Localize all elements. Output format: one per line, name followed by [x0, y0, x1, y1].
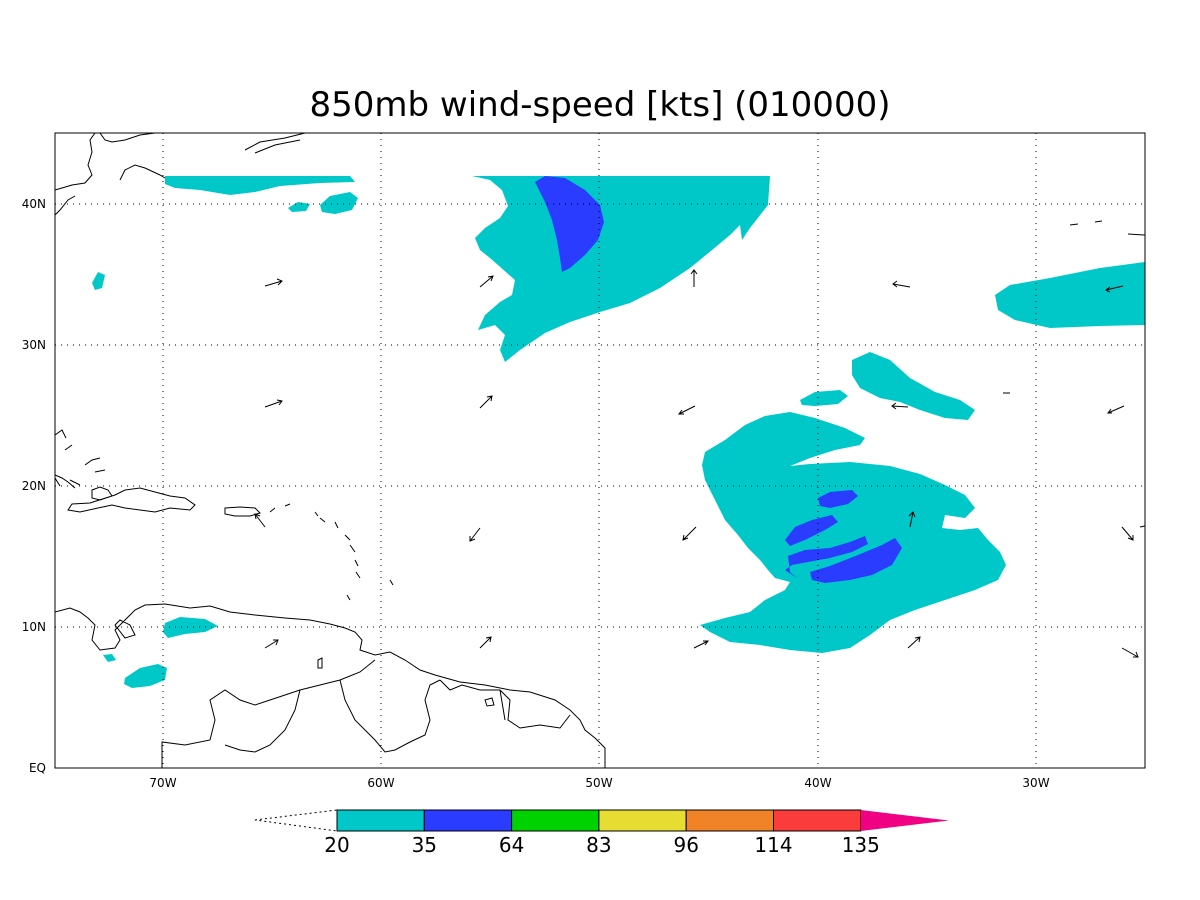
- wind-vectors: [254, 269, 1139, 658]
- wind-arrow: [254, 513, 266, 528]
- shade-blue-eye-4: [810, 538, 902, 583]
- coast-nova-scotia: [244, 133, 306, 154]
- lon-label: 60W: [367, 776, 394, 790]
- lat-label: 40N: [22, 197, 46, 211]
- colorbar-box: [598, 809, 687, 832]
- wind-arrow: [1121, 526, 1134, 541]
- shade-north-west-blob2: [288, 202, 310, 212]
- coast-lesser-antilles: [269, 503, 394, 601]
- wind-arrow: [690, 269, 698, 287]
- shade-west-dot: [92, 272, 105, 290]
- shade-north-west-strip: [165, 176, 355, 195]
- wind-speed-35-64-shading: [535, 176, 902, 583]
- shade-sa-dot: [103, 654, 116, 662]
- wind-arrow: [469, 527, 481, 542]
- lat-label: 30N: [22, 338, 46, 352]
- lon-label: 40W: [804, 776, 831, 790]
- colorbar-box: [511, 809, 600, 832]
- wind-arrow: [907, 636, 921, 649]
- wind-arrow: [693, 640, 709, 649]
- wind-arrow: [1107, 405, 1125, 414]
- map-title: 850mb wind-speed [kts] (010000): [310, 85, 891, 125]
- wind-arrow: [1105, 285, 1124, 293]
- coast-cuba: [55, 474, 76, 489]
- shade-blue-eye-3: [785, 536, 868, 578]
- coast-hispaniola: [67, 486, 196, 513]
- shade-upper-right-blob: [852, 352, 975, 420]
- colorbar: 20 35 64 83 96 114 135: [254, 809, 949, 857]
- colorbar-label: 96: [673, 833, 698, 857]
- shade-sa-blob1: [163, 617, 218, 638]
- lon-label: 30W: [1022, 776, 1049, 790]
- colorbar-high-extension: [860, 810, 949, 831]
- shade-north-central: [472, 176, 770, 362]
- coastlines: [55, 133, 1145, 768]
- map-frame: [54, 132, 1146, 769]
- wind-arrow: [479, 275, 494, 288]
- map-area: [55, 133, 1145, 768]
- wind-arrow: [892, 280, 911, 288]
- wind-arrow: [908, 511, 916, 528]
- lon-label: 70W: [149, 776, 176, 790]
- coast-islands-tt: [317, 657, 495, 707]
- colorbar-label: 83: [586, 833, 611, 857]
- shade-sa-blob2: [124, 664, 167, 688]
- wind-arrow: [678, 405, 696, 415]
- longitude-labels: 70W 60W 50W 40W 30W: [149, 776, 1049, 790]
- colorbar-labels: 20 35 64 83 96 114 135: [324, 833, 880, 857]
- colorbar-box: [685, 809, 775, 832]
- coast-us-northeast: [55, 133, 166, 216]
- lat-label: 20N: [22, 479, 46, 493]
- wind-arrow: [479, 395, 493, 409]
- shade-small-north-blob: [800, 390, 848, 406]
- wind-arrow: [891, 402, 909, 410]
- shade-blue-eye-2: [785, 515, 838, 546]
- coast-mid-atlantic-islands: [1003, 220, 1145, 528]
- shade-hurricane: [700, 412, 1006, 653]
- wind-arrow: [264, 399, 283, 408]
- colorbar-low-extension: [254, 809, 338, 832]
- coast-florida-bahamas: [55, 429, 106, 486]
- shade-blue-eye-1: [818, 490, 858, 508]
- wind-arrow: [264, 639, 279, 649]
- colorbar-box: [336, 809, 425, 832]
- wind-arrow: [1121, 647, 1139, 658]
- colorbar-label: 64: [499, 833, 524, 857]
- lon-label: 50W: [585, 776, 612, 790]
- lat-label: EQ: [29, 761, 46, 775]
- coast-south-america: [55, 603, 606, 768]
- shade-east-band: [995, 262, 1145, 328]
- colorbar-label: 135: [842, 833, 880, 857]
- wind-arrow: [682, 526, 697, 541]
- wind-arrow: [479, 636, 492, 649]
- shade-blue-north: [535, 176, 604, 272]
- colorbar-label: 114: [754, 833, 792, 857]
- colorbar-boxes: [336, 809, 949, 832]
- colorbar-label: 20: [324, 833, 349, 857]
- coast-venezuela-borders: [161, 659, 571, 768]
- shade-north-west-blob1: [320, 192, 358, 214]
- wind-speed-20-35-shading: [92, 176, 1145, 688]
- colorbar-box: [773, 809, 862, 832]
- colorbar-label: 35: [412, 833, 437, 857]
- wind-arrow: [264, 278, 283, 287]
- latitude-labels: 40N 30N 20N 10N EQ: [22, 197, 46, 775]
- lat-label: 10N: [22, 620, 46, 634]
- colorbar-box: [423, 809, 513, 832]
